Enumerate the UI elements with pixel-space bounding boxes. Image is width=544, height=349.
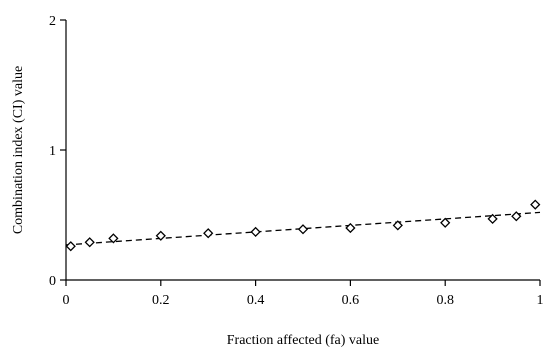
data-point-0-3 [155,230,166,241]
y-tick-label-0: 0 [49,274,56,289]
tick-labels: 0 1 2 0 0.2 0.4 0.6 0.8 1 [49,14,544,308]
x-tick-label-3: 0.6 [342,293,360,308]
x-tick-label-4: 0.8 [436,293,454,308]
data-point-0-2 [108,233,119,244]
data-point-0-9 [440,217,451,228]
x-tick-label-0: 0 [63,293,70,308]
data-points [65,199,541,252]
data-point-0-1 [84,237,95,248]
trendline [65,211,541,246]
data-point-0-7 [345,222,356,234]
x-tick-label-1: 0.2 [152,293,170,308]
data-point-0-8 [392,220,403,231]
axes [65,20,540,281]
data-point-0-6 [297,224,309,235]
data-point-0-4 [203,228,214,239]
trendline-group [65,211,541,246]
data-point-0-11 [511,211,522,222]
data-point-0-12 [530,199,541,210]
x-tick-label-2: 0.4 [247,293,265,308]
y-tick-label-2: 2 [49,14,56,29]
tick-marks [60,19,541,286]
x-tick-label-5: 1 [537,293,544,308]
x-axis-label: Fraction affected (fa) value [227,333,380,348]
y-axis-label: Combination index (CI) value [11,66,26,234]
data-point-0-0 [65,241,76,252]
data-point-0-5 [250,226,261,238]
y-tick-label-1: 1 [49,144,56,159]
data-point-0-10 [487,213,498,225]
